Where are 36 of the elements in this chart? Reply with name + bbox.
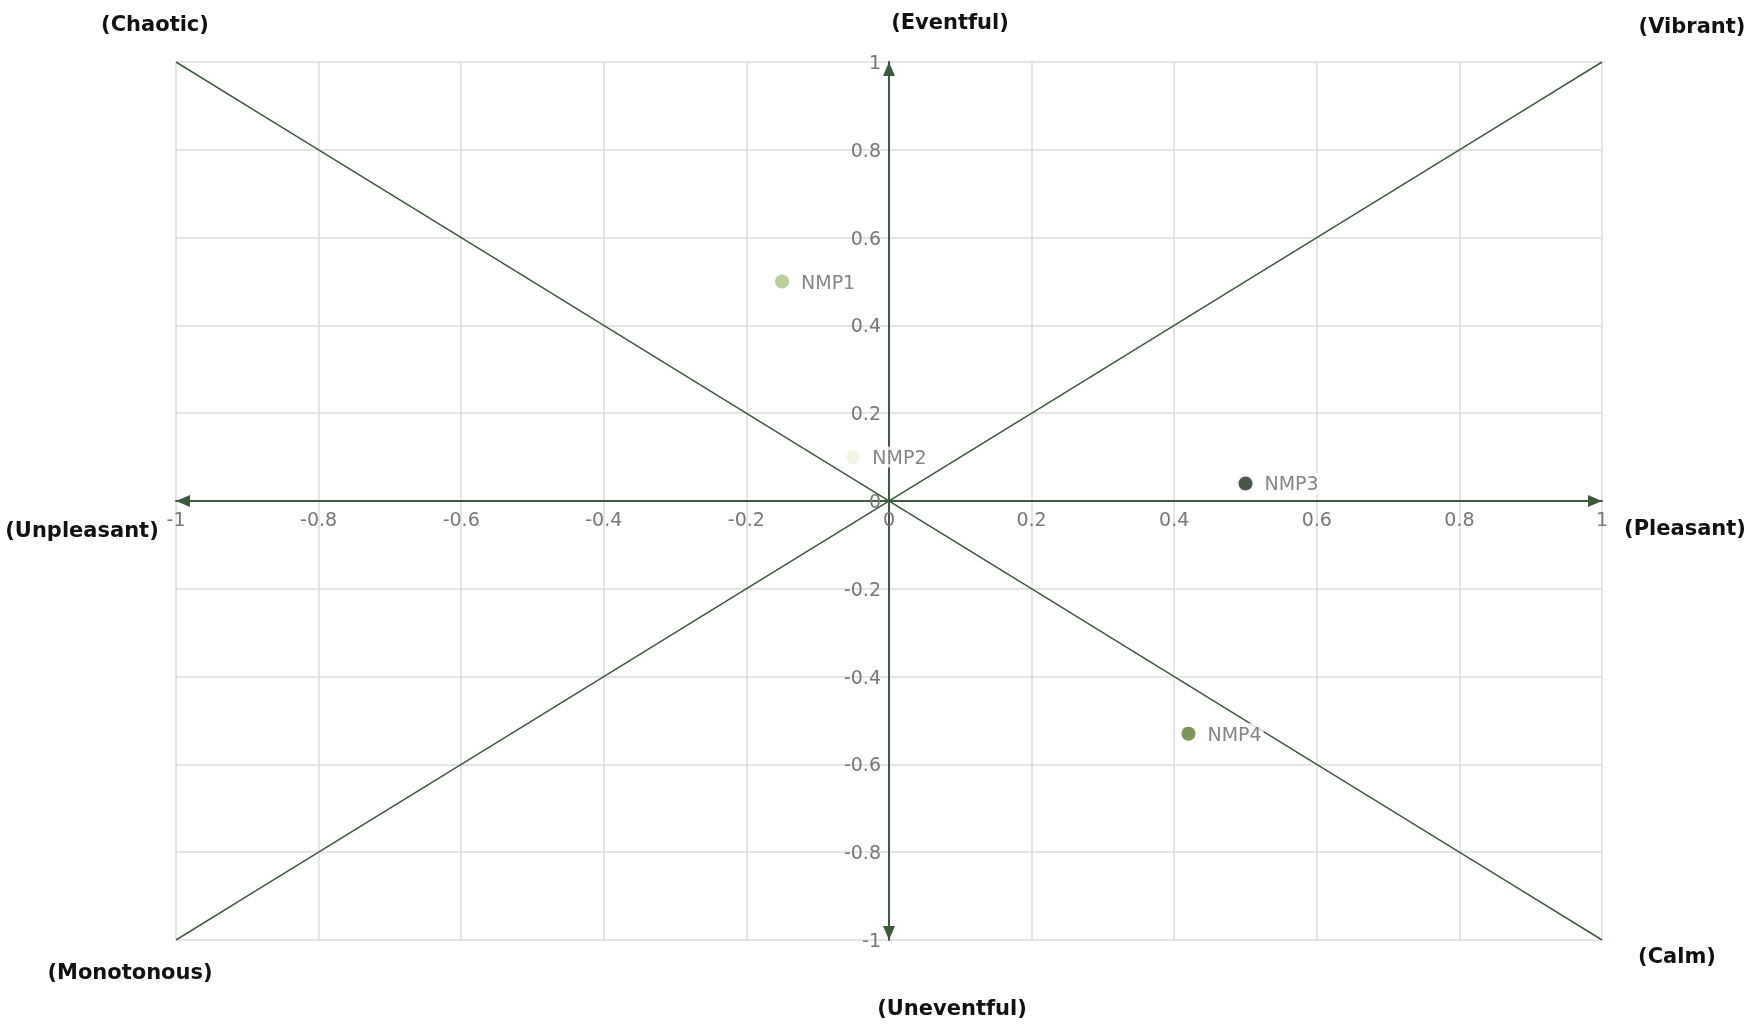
series-label: NMP2: [872, 446, 927, 469]
point: [1238, 476, 1253, 491]
y-tick-label: -0.4: [843, 665, 881, 688]
x-tick-label: -0.4: [585, 507, 623, 530]
point: [775, 274, 790, 289]
point: [846, 450, 861, 465]
x-tick-label: -0.8: [300, 507, 338, 530]
y-tick-label: 0.4: [850, 314, 881, 337]
text: (Calm): [1638, 944, 1716, 968]
y-tick-label: -0.2: [843, 577, 881, 600]
y-tick-label: -1: [862, 929, 881, 951]
x-tick-label: 0.6: [1301, 507, 1332, 530]
x-tick-label: 0.2: [1016, 507, 1047, 530]
text: (Eventful): [891, 10, 1009, 34]
y-tick-label: 0.8: [850, 138, 881, 161]
x-tick-label: 1: [1595, 507, 1609, 530]
text: (Uneventful): [877, 996, 1027, 1020]
text: (Unpleasant): [5, 518, 159, 542]
text: (Vibrant): [1638, 14, 1746, 38]
y-tick-label: -0.8: [843, 841, 881, 864]
series-label: NMP1: [801, 270, 856, 293]
y-tick-label: 0.6: [850, 226, 881, 249]
series-label: NMP4: [1207, 722, 1262, 745]
point: [1181, 726, 1196, 741]
y-tick-label: -0.6: [843, 753, 881, 776]
text: (Pleasant): [1624, 516, 1746, 540]
text: (Monotonous): [47, 960, 213, 984]
series-label: NMP3: [1264, 472, 1319, 495]
x-tick-label: -1: [166, 507, 186, 530]
x-tick-label: -0.6: [442, 507, 480, 530]
y-tick-label: 1: [868, 51, 881, 73]
x-tick-label: 0.8: [1444, 507, 1475, 530]
y-tick-label: 0.2: [850, 402, 881, 425]
x-tick-label: 0.4: [1159, 507, 1190, 530]
text: (Chaotic): [101, 12, 209, 36]
x-tick-label: -0.2: [727, 507, 765, 530]
